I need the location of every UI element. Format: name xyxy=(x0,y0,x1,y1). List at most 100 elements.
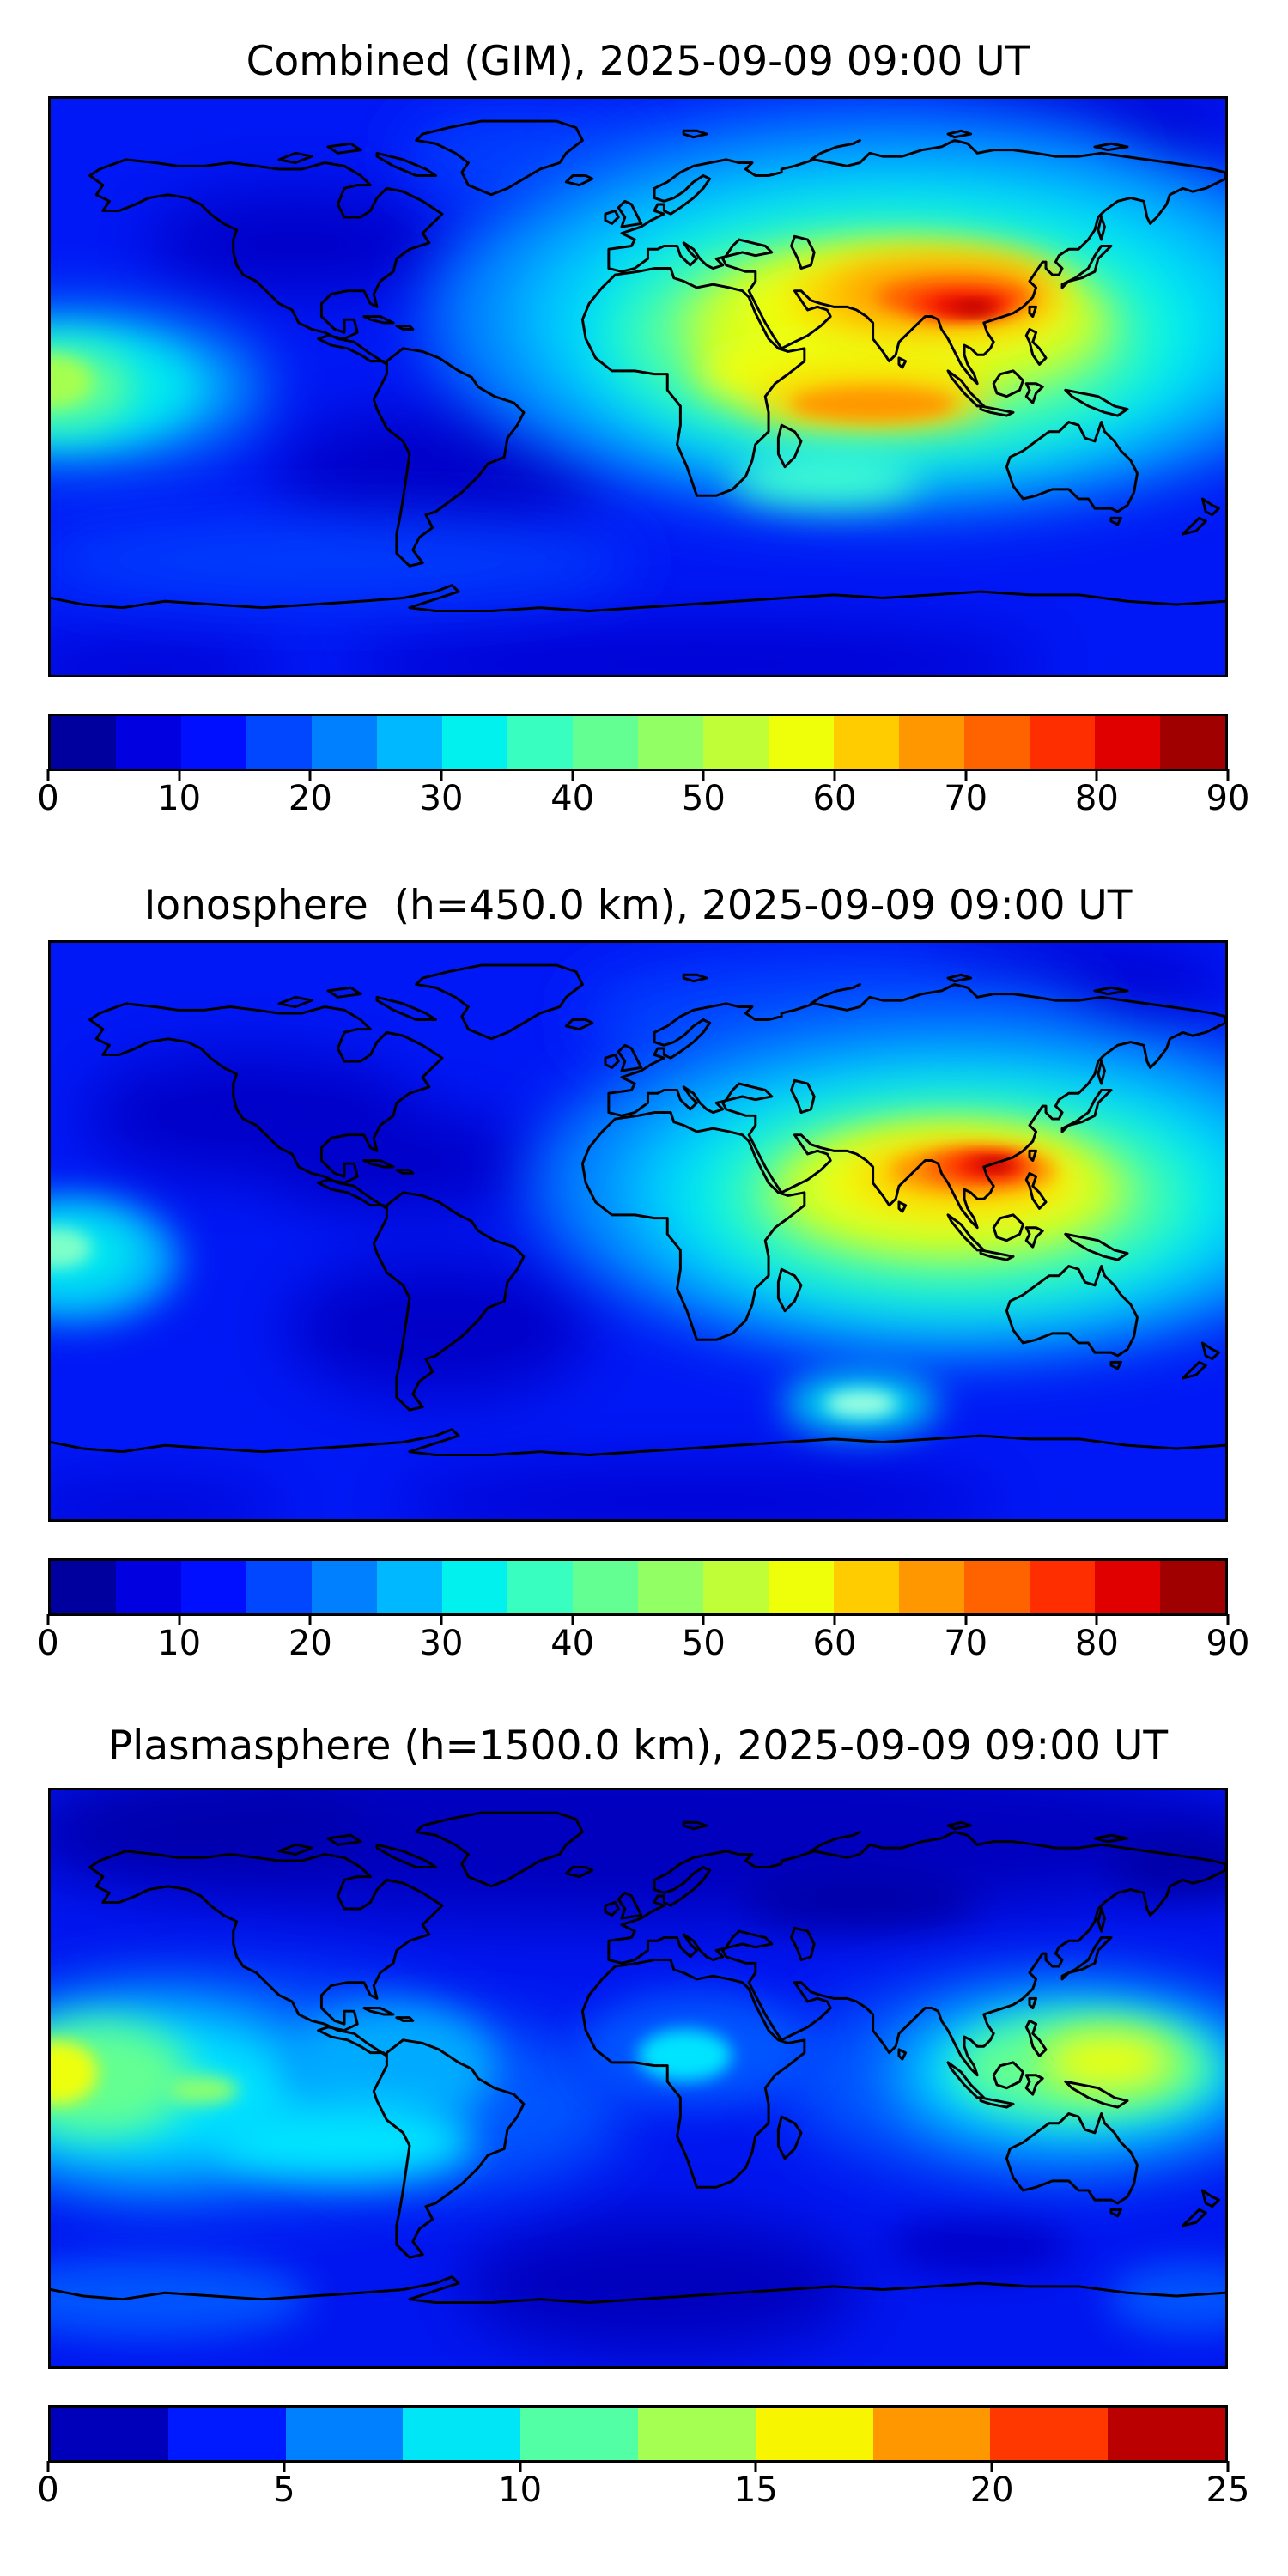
colorbar-segment xyxy=(769,1561,834,1613)
colorbar-segment xyxy=(834,716,899,769)
colorbar-segment xyxy=(377,716,442,769)
colorbar-segment xyxy=(181,1561,246,1613)
colorbar-tick-label: 30 xyxy=(419,779,464,818)
colorbar-segment xyxy=(520,2408,638,2460)
tec-blob xyxy=(273,1109,532,1214)
colorbar-plasmasphere xyxy=(48,2405,1228,2463)
colorbar-segment xyxy=(703,1561,769,1613)
tec-blob xyxy=(285,1260,592,1399)
colorbar-segment xyxy=(181,716,246,769)
colorbar-segment xyxy=(507,1561,573,1613)
colorbar-segment xyxy=(116,1561,181,1613)
colorbar-tick-label: 20 xyxy=(969,2470,1014,2510)
colorbar-tick-label: 60 xyxy=(812,779,857,818)
tec-blob xyxy=(285,2003,497,2130)
colorbar-labels-plasmasphere: 0 5 10 15 20 25 xyxy=(37,2470,1249,2512)
colorbar-tick-mark xyxy=(990,2461,993,2472)
colorbar-segment xyxy=(964,1561,1030,1613)
colorbar-segment xyxy=(964,716,1030,769)
colorbar-tick-mark xyxy=(440,769,443,781)
colorbar-tick-mark xyxy=(754,2461,757,2472)
colorbar-segment xyxy=(638,1561,703,1613)
tec-blob xyxy=(461,2216,861,2355)
colorbar-tick-label: 25 xyxy=(1206,2470,1250,2510)
tec-blob xyxy=(51,2257,309,2338)
colorbar-segment xyxy=(246,716,312,769)
colorbar-tick-mark xyxy=(1095,1614,1098,1625)
colorbar-tick-label: 90 xyxy=(1206,1624,1250,1663)
colorbar-segment xyxy=(755,2408,873,2460)
tec-blob xyxy=(391,1467,1002,1519)
colorbar-segment xyxy=(638,716,703,769)
colorbar-ticks-combined xyxy=(46,769,1230,781)
colorbar-labels-combined: 0 10 20 30 40 50 60 70 80 90 xyxy=(37,778,1249,821)
colorbar-labels-ionosphere: 0 10 20 30 40 50 60 70 80 90 xyxy=(37,1623,1249,1666)
tec-blob xyxy=(732,453,920,506)
colorbar-tick-mark xyxy=(308,1614,312,1625)
tec-blob xyxy=(51,1228,92,1269)
colorbar-segment xyxy=(1030,716,1095,769)
coastline-path xyxy=(51,119,1225,612)
colorbar-tick-mark xyxy=(308,769,312,781)
map-svg xyxy=(51,1790,1225,2366)
colorbar-tick-mark xyxy=(519,2461,522,2472)
colorbar-segment xyxy=(872,2408,991,2460)
colorbar-segment xyxy=(1108,2408,1225,2460)
colorbar-tick-mark xyxy=(178,769,181,781)
colorbar-segment xyxy=(246,1561,312,1613)
colorbar-tick-label: 70 xyxy=(944,779,988,818)
colorbar-tick-mark xyxy=(1095,769,1098,781)
colorbar-segment xyxy=(899,716,964,769)
colorbar-segment xyxy=(51,716,116,769)
coastline-path xyxy=(51,963,1225,1456)
colorbar-segment xyxy=(377,1561,442,1613)
tec-blob xyxy=(825,1391,896,1417)
tec-blob xyxy=(344,623,1049,675)
tec-blob xyxy=(744,1870,979,1929)
colorbar-tick-mark xyxy=(440,1614,443,1625)
panel-title-plasmasphere: Plasmasphere (h=1500.0 km), 2025-09-09 0… xyxy=(107,1722,1169,1770)
colorbar-tick-label: 0 xyxy=(37,2470,59,2510)
map-svg xyxy=(51,99,1225,675)
colorbar-tick-label: 60 xyxy=(812,1624,857,1663)
colorbar-segment xyxy=(116,716,181,769)
colorbar-tick-label: 10 xyxy=(157,1624,202,1663)
tec-blob xyxy=(1042,2032,1173,2090)
tec-blob xyxy=(51,640,286,675)
colorbar-tick-mark xyxy=(1226,769,1230,781)
colorbar-tick-label: 20 xyxy=(288,1624,332,1663)
colorbar-segment xyxy=(573,716,638,769)
colorbar-segment xyxy=(990,2408,1109,2460)
colorbar-ionosphere xyxy=(48,1558,1228,1616)
tec-blob xyxy=(215,2101,474,2183)
tec-blob xyxy=(638,2029,732,2081)
colorbar-tick-mark xyxy=(964,1614,968,1625)
colorbar-tick-label: 0 xyxy=(37,1624,59,1663)
colorbar-segment xyxy=(51,1561,116,1613)
colorbar-segment xyxy=(285,2408,404,2460)
colorbar-tick-mark xyxy=(1226,1614,1230,1625)
colorbar-tick-label: 90 xyxy=(1206,779,1250,818)
panel-title-ionosphere: Ionosphere (h=450.0 km), 2025-09-09 09:0… xyxy=(143,882,1133,929)
colorbar-tick-mark xyxy=(833,769,836,781)
tec-blob xyxy=(51,1484,286,1519)
colorbar-tick-label: 15 xyxy=(733,2470,778,2510)
colorbar-segment xyxy=(1095,716,1160,769)
colorbar-tick-mark xyxy=(178,1614,181,1625)
colorbar-tick-mark xyxy=(1226,2461,1230,2472)
tec-blob xyxy=(884,2216,1073,2275)
tec-blob xyxy=(790,386,956,422)
colorbar-tick-label: 50 xyxy=(681,1624,726,1663)
colorbar-tick-label: 80 xyxy=(1074,779,1119,818)
colorbar-tick-label: 0 xyxy=(37,779,59,818)
colorbar-segment xyxy=(1095,1561,1160,1613)
colorbar-tick-label: 70 xyxy=(944,1624,988,1663)
colorbar-segment xyxy=(442,716,507,769)
panel-title-combined: Combined (GIM), 2025-09-09 09:00 UT xyxy=(246,38,1030,85)
tec-blob xyxy=(1108,2263,1225,2332)
tec-blob xyxy=(51,1790,380,1860)
tec-blob xyxy=(51,519,638,600)
colorbar-tick-mark xyxy=(46,2461,50,2472)
colorbar-segment xyxy=(769,716,834,769)
colorbar-segment xyxy=(1030,1561,1095,1613)
